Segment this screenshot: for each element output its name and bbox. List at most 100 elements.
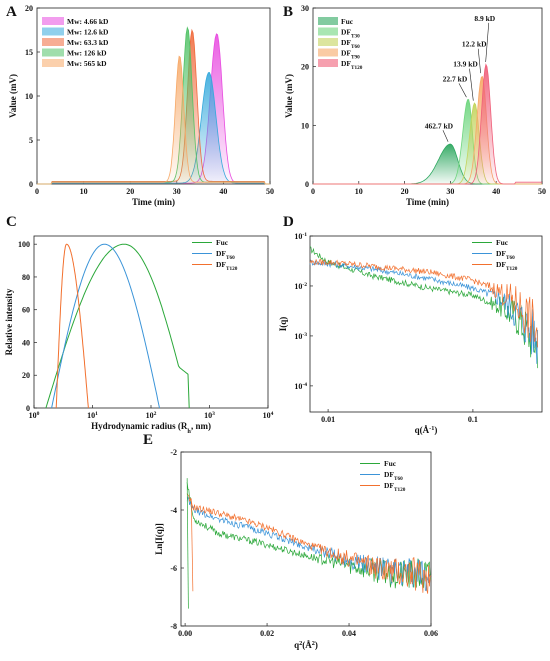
panel-a-legend-swatch	[42, 17, 64, 25]
panel-e-ytick-label: -6	[170, 564, 177, 573]
panel-a-legend-swatch	[42, 27, 64, 36]
panel-b-annotation-pointer	[458, 83, 467, 98]
panel-a-legend-swatch	[42, 48, 64, 57]
panel-c-series-line	[45, 243, 190, 409]
panel-a-legend-label: Mw: 12.6 kD	[67, 28, 109, 37]
panel-c-ylabel: Relative intensity	[4, 288, 14, 355]
panel-d-legend-label: Fuc	[496, 238, 509, 247]
panel-c-xtick-label: 100	[29, 411, 40, 420]
panel-e-xtick-label: 0.06	[424, 629, 438, 638]
panel-c-series-line	[51, 243, 160, 409]
panel-a-ytick-label: 0	[29, 180, 33, 189]
panel-a-series-line	[37, 28, 270, 185]
panel-c-ytick-label: 40	[22, 338, 30, 347]
panel-d-ytick-label: 10-3	[294, 332, 307, 341]
panel-c-ytick-label: 80	[22, 273, 30, 282]
panel-c-xlabel: Hydrodynamic radius (Rh, nm)	[91, 421, 211, 435]
panel-b-annotation-pointer	[477, 48, 481, 74]
panel-b-ytick-label: 10	[301, 121, 309, 130]
panel-b-series-line	[313, 102, 542, 185]
panel-e-xlabel: q2(Å2)	[294, 640, 318, 651]
panel-e-ylabel: Ln[I(q)]	[154, 523, 164, 555]
panel-c-ytick-label: 60	[22, 306, 30, 315]
panel-c-frame	[33, 235, 269, 409]
panel-b-ytick-label: 20	[301, 63, 309, 72]
panel-b-label: B	[283, 4, 293, 20]
panel-a-legend-label: Mw: 4.66 kD	[67, 17, 109, 26]
panel-e-xtick-label: 0.00	[178, 629, 192, 638]
panel-b-series-line	[313, 63, 542, 185]
panel-d: D 0.01 0.1 10-1 10-2 10-3 10-4 q(Å-1) I(q) Fuc DF…	[278, 214, 543, 435]
panel-a-label: A	[6, 4, 17, 20]
panel-c-series-line	[55, 243, 89, 409]
panel-c-ytick-label: 20	[22, 371, 30, 380]
panel-b-peak-annotation: 22.7 kD	[443, 74, 468, 83]
panel-b-legend-swatch	[318, 38, 338, 46]
panel-e-spike	[186, 478, 189, 609]
panel-d-series-line	[309, 259, 539, 364]
panel-a-xtick-label: 40	[219, 187, 227, 196]
panel-d-legend-label: DFT60	[496, 249, 515, 261]
panel-e-spike	[190, 498, 194, 592]
panel-b-ytick-label: 30	[301, 4, 309, 13]
panel-b-annotation-pointer	[442, 130, 449, 142]
panel-a-xlabel: Time (min)	[132, 197, 175, 207]
panel-b-ytick-label: 0	[305, 180, 309, 189]
panel-b-annotation-pointer	[469, 68, 474, 101]
panel-b-xtick-label: 40	[492, 187, 500, 196]
panel-d-xtick-label: 0.1	[468, 415, 478, 424]
panel-c-chart: 100 101 102 103 104 0 20 40 60 80 100 Hydrodynamic …	[4, 235, 274, 435]
panel-b-legend-label: DFT60	[341, 38, 360, 50]
panel-b-xtick-label: 20	[401, 187, 409, 196]
panel-d-xtick-label: 0.01	[321, 415, 335, 424]
panel-b-series-line	[313, 99, 542, 185]
panel-b-series-area	[313, 64, 542, 184]
panel-b-legend-label: Fuc	[341, 17, 354, 26]
panel-c-ytick-label: 100	[18, 240, 30, 249]
panel-d-legend-label: DFT120	[496, 260, 518, 272]
panel-a-series-area	[37, 72, 270, 184]
panel-b-series-area	[313, 103, 542, 184]
panel-e-ytick-label: -8	[170, 622, 177, 631]
panel-a-xtick-label: 30	[173, 187, 181, 196]
panel-b-legend-swatch	[318, 17, 338, 25]
panel-b-peak-annotation: 13.9 kD	[453, 60, 478, 69]
panel-d-chart: 0.01 0.1 10-1 10-2 10-3 10-4 q(Å-1) I(q) Fuc DFT6…	[278, 232, 543, 435]
panel-b-ylabel: Value (mV)	[284, 74, 294, 118]
panel-d-ytick-label: 10-4	[294, 382, 307, 391]
panel-d-frame	[309, 235, 543, 413]
panel-b-legend-swatch	[318, 27, 338, 36]
panel-a-xtick-label: 0	[35, 187, 39, 196]
panel-e: E 0.00 0.02 0.04 0.06 -2 -4 -6 -8 q2(Å2) Ln[I(q)]…	[143, 432, 438, 650]
panel-a-ytick-label: 5	[29, 136, 33, 145]
panel-d-ytick-label: 10-2	[294, 282, 307, 291]
panel-d-ylabel: I(q)	[278, 317, 288, 332]
panel-c-legend-label: Fuc	[216, 238, 229, 247]
panel-b-legend-label: DFT120	[341, 59, 363, 71]
panel-b-legend-swatch	[318, 48, 338, 57]
panel-a-ytick-label: 10	[25, 92, 33, 101]
panel-b-xlabel: Time (min)	[406, 197, 449, 207]
panel-a-ytick-label: 15	[25, 48, 33, 57]
panel-a-legend-swatch	[42, 59, 64, 67]
panel-a-series-line	[37, 55, 270, 185]
panel-e-xtick-label: 0.04	[342, 629, 356, 638]
panel-b-xtick-label: 30	[446, 187, 454, 196]
panel-c-ytick-label: 0	[26, 404, 30, 413]
panel-a-series-line	[37, 72, 270, 185]
panel-e-legend-label: DFT60	[384, 470, 403, 482]
panel-c: C 100 101 102 103 104 0 20 40 60 80 100 Hydrodynami…	[4, 214, 274, 435]
panel-e-legend-label: DFT120	[384, 481, 406, 493]
panel-c-legend-label: DFT60	[216, 249, 235, 261]
panel-b-xtick-label: 10	[355, 187, 363, 196]
panel-b-legend-swatch	[318, 59, 338, 67]
panel-d-ytick-label: 10-1	[294, 232, 307, 241]
panel-b-series-line	[313, 143, 542, 185]
panel-a-legend-label: Mw: 63.3 kD	[67, 38, 109, 47]
panel-a-xtick-label: 50	[266, 187, 274, 196]
panel-b-series-area	[313, 99, 542, 184]
panel-b-legend-label: DFT30	[341, 28, 360, 40]
panel-c-xtick-label: 103	[204, 411, 215, 420]
